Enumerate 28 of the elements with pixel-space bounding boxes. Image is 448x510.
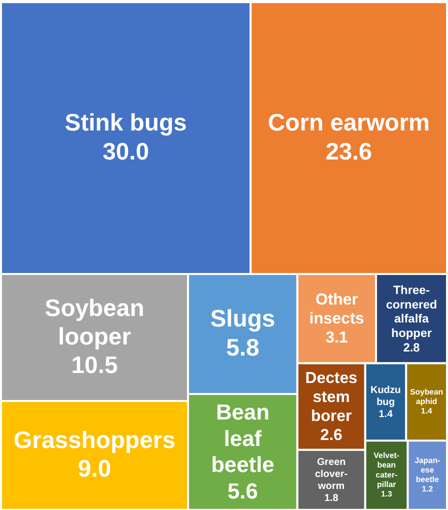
category-label: Bean leaf beetle xyxy=(211,399,274,478)
category-label: Grasshoppers xyxy=(14,427,176,454)
category-label: Other insects xyxy=(309,291,364,328)
data-label: 5.6 xyxy=(227,478,258,504)
data-label: 1.8 xyxy=(324,492,339,504)
category-label: Soybean looper xyxy=(44,294,144,350)
category-label: Corn earworm xyxy=(268,110,430,137)
data-label: 1.2 xyxy=(422,484,434,494)
category-label: Three-cornered alfalfa hopper xyxy=(386,282,438,340)
category-label: Dectes stem borer xyxy=(305,370,358,426)
category-label: Stink bugs xyxy=(64,110,187,137)
category-label: Japan-ese beetle xyxy=(414,456,441,484)
data-label: 1.4 xyxy=(421,406,433,416)
category-label: Soybean aphid xyxy=(410,387,444,406)
data-label: 1.3 xyxy=(380,489,393,498)
data-label: 10.5 xyxy=(71,352,118,380)
data-label: 1.4 xyxy=(378,408,394,420)
data-label: 5.8 xyxy=(226,334,260,362)
data-label: 30.0 xyxy=(102,138,150,166)
data-label: 2.8 xyxy=(403,340,420,354)
category-label: Kudzu bug xyxy=(370,384,401,408)
data-label: 9.0 xyxy=(78,456,112,483)
data-label: 2.6 xyxy=(320,427,343,444)
category-label: Slugs xyxy=(210,306,276,333)
category-label: Velvet-bean cater-pillar xyxy=(374,451,400,489)
data-label: 3.1 xyxy=(326,330,348,347)
data-label: 23.6 xyxy=(326,138,372,166)
category-label: Green clover-worm xyxy=(315,456,348,492)
